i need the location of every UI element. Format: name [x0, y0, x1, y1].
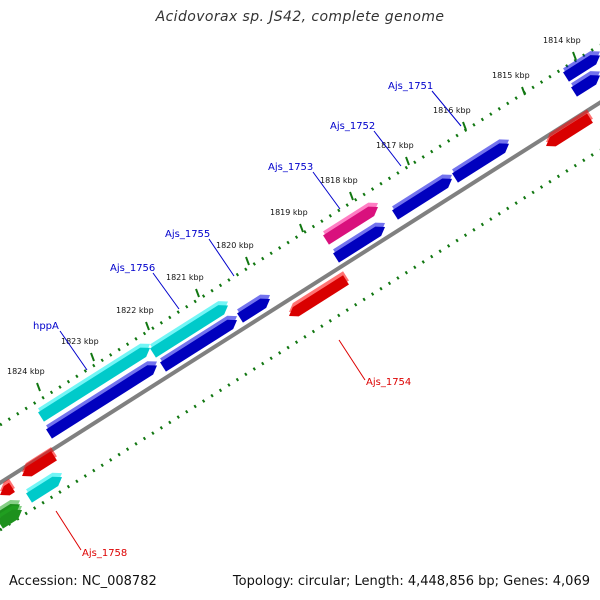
- outer-scale-track: [0, 43, 600, 427]
- gene-ajs-1754-body: [289, 275, 349, 317]
- gene-label-ajs-1758[interactable]: Ajs_1758: [82, 548, 127, 559]
- scale-tick-label: 1818 kbp: [320, 176, 358, 185]
- scale-tick: [245, 256, 250, 266]
- genome-title: Acidovorax sp. JS42, complete genome: [155, 9, 445, 25]
- gene-label-ajs-1755[interactable]: Ajs_1755: [165, 229, 210, 240]
- gene-ajs-1753-b[interactable]: [333, 222, 385, 263]
- leader-ajs-1752: [373, 130, 402, 167]
- gene-ajs-1755[interactable]: [237, 294, 270, 323]
- gene-rna-2[interactable]: [0, 505, 22, 529]
- accession-text: Accession: NC_008782: [9, 574, 157, 589]
- gene-ajs-1748[interactable]: [546, 109, 593, 147]
- scale-tick: [405, 156, 410, 166]
- scale-tick: [90, 352, 95, 362]
- leader-ajs-1758: [55, 510, 82, 551]
- gene-ajs-1750-body: [563, 55, 600, 82]
- gene-ajs-1751[interactable]: [452, 139, 509, 183]
- scale-tick-label: 1822 kbp: [116, 306, 154, 315]
- gene-label-hppa[interactable]: hppA: [33, 321, 59, 332]
- gene-ajs-1758-b[interactable]: [26, 472, 62, 503]
- genome-backbone: [0, 100, 600, 486]
- gene-ajs-1749-body: [571, 75, 600, 97]
- scale-tick-label: 1823 kbp: [61, 337, 99, 346]
- scale-tick: [36, 382, 41, 392]
- gene-ajs-1757-body: [46, 365, 157, 439]
- inner-scale-track: [0, 148, 600, 532]
- scale-tick: [521, 86, 526, 96]
- scale-tick-label: 1814 kbp: [543, 36, 581, 45]
- gene-ajs-1759-body: [0, 482, 15, 496]
- scale-tick-label: 1819 kbp: [270, 208, 308, 217]
- gene-label-ajs-1753[interactable]: Ajs_1753: [268, 162, 313, 173]
- gene-ajs-1756-b[interactable]: [160, 315, 237, 372]
- gene-ajs-1758[interactable]: [22, 447, 57, 477]
- scale-tick: [572, 51, 577, 61]
- leader-ajs-1751: [431, 90, 462, 127]
- genome-summary-text: Topology: circular; Length: 4,448,856 bp…: [232, 574, 590, 589]
- gene-ajs-1753-b-body: [333, 226, 385, 263]
- gene-ajs-1750[interactable]: [563, 51, 600, 82]
- gene-label-ajs-1756[interactable]: Ajs_1756: [110, 263, 155, 274]
- scale-tick: [462, 121, 467, 131]
- gene-ajs-1753[interactable]: [323, 202, 378, 245]
- scale-tick-label: 1821 kbp: [166, 273, 204, 282]
- gene-ajs-1758-body: [22, 451, 57, 477]
- scale-tick-label: 1817 kbp: [376, 141, 414, 150]
- scale-tick: [299, 223, 304, 233]
- scale-tick: [349, 191, 354, 201]
- gene-ajs-1757[interactable]: [46, 361, 157, 439]
- gene-ajs-1753-body: [323, 206, 378, 245]
- gene-hppa-body: [38, 347, 150, 422]
- scale-tick: [145, 321, 150, 331]
- gene-label-ajs-1751[interactable]: Ajs_1751: [388, 81, 433, 92]
- gene-ajs-1759[interactable]: [0, 478, 15, 496]
- scale-tick-label: 1816 kbp: [433, 106, 471, 115]
- scale-tick-label: 1824 kbp: [7, 367, 45, 376]
- scale-tick-label: 1815 kbp: [492, 71, 530, 80]
- scale-tick-label: 1820 kbp: [216, 241, 254, 250]
- leader-ajs-1754: [338, 339, 366, 381]
- gene-label-ajs-1754[interactable]: Ajs_1754: [366, 377, 411, 388]
- gene-label-ajs-1752[interactable]: Ajs_1752: [330, 121, 375, 132]
- gene-ajs-1755-body: [237, 298, 270, 323]
- gene-ajs-1751-body: [452, 143, 509, 183]
- gene-ajs-1752[interactable]: [392, 174, 452, 220]
- gene-ajs-1749[interactable]: [571, 71, 600, 97]
- gene-rna-2-body: [0, 509, 22, 529]
- gene-hppa[interactable]: [38, 343, 150, 422]
- gene-ajs-1756-body: [150, 305, 228, 358]
- gene-ajs-1752-body: [392, 178, 452, 220]
- leader-ajs-1753: [312, 171, 341, 210]
- gene-ajs-1754[interactable]: [289, 271, 349, 317]
- leader-hppa: [59, 330, 88, 371]
- gene-ajs-1748-body: [546, 113, 593, 147]
- leader-ajs-1755: [208, 238, 235, 277]
- gene-ajs-1756-b-body: [160, 319, 237, 372]
- leader-ajs-1756: [152, 272, 180, 310]
- gene-ajs-1756[interactable]: [150, 301, 228, 358]
- scale-tick: [195, 288, 200, 298]
- gene-ajs-1758-b-body: [26, 476, 62, 503]
